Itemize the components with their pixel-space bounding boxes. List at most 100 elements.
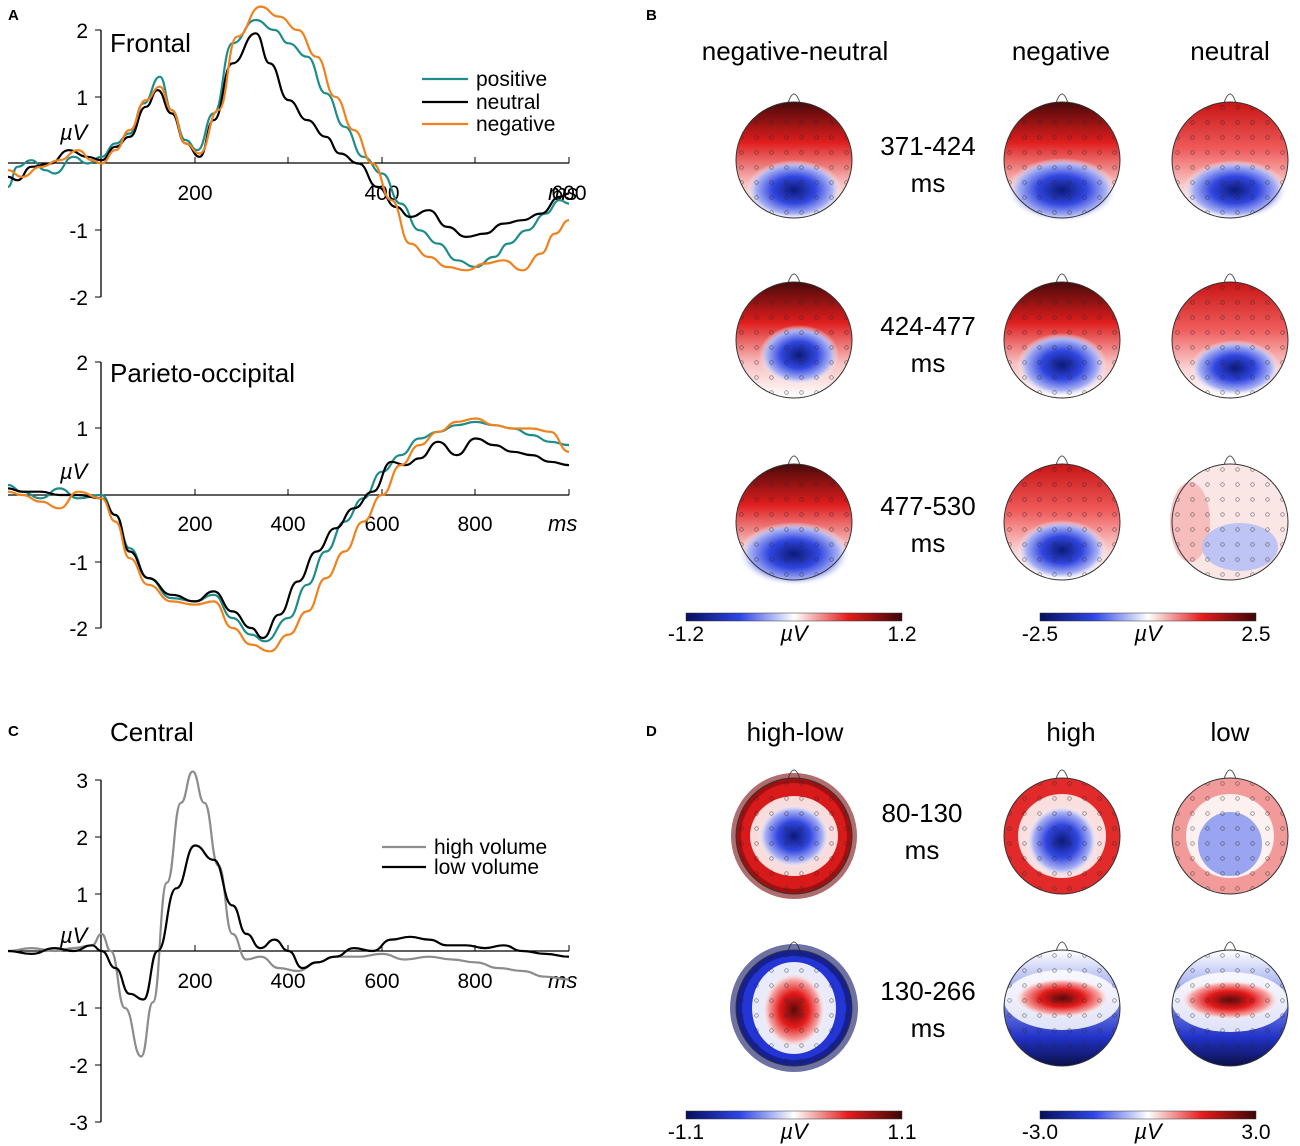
- parieto-x-tick-label: 600: [364, 513, 399, 536]
- parieto-series-neutral: [7, 437, 570, 640]
- parieto-occipital-chart: Parieto-occipital 2 1 -1 -2 200 400 600 …: [7, 352, 577, 653]
- central-x-ticks: 200 400 600 800: [177, 945, 570, 993]
- colorbar-min: -1.2: [668, 623, 704, 646]
- parieto-y-unit: µV: [59, 459, 90, 484]
- head-map: [730, 941, 858, 1072]
- time-window-label: 80-130: [882, 798, 963, 828]
- colorbar-unit: µV: [1133, 1119, 1164, 1144]
- head-map: [1003, 273, 1121, 399]
- parieto-y-tick-label: 2: [76, 352, 88, 375]
- central-series-high-volume: [7, 770, 570, 1058]
- time-window-label: 371-424: [880, 131, 975, 161]
- time-window-label: 477-530: [880, 491, 975, 521]
- frontal-chart-title: Frontal: [110, 28, 191, 58]
- panel-letter-c: C: [8, 723, 19, 740]
- parieto-series-negative: [7, 417, 570, 653]
- colorbar-min: -3.0: [1022, 1121, 1058, 1144]
- colorbar-max: 2.5: [1241, 623, 1270, 646]
- colorbar-unit: µV: [779, 621, 810, 646]
- colorbar: -3.0 µV 3.0: [1022, 1110, 1271, 1144]
- frontal-y-tick-label: -1: [69, 220, 88, 243]
- parieto-x-unit: ms: [548, 511, 577, 536]
- time-window-unit: ms: [911, 348, 946, 378]
- parieto-x-tick-label: 400: [270, 513, 305, 536]
- central-y-tick-label: 1: [76, 884, 88, 907]
- central-x-tick-label: 400: [270, 970, 305, 993]
- central-y-tick-label: -3: [69, 1112, 88, 1135]
- colorbar: -1.2 µV 1.2: [668, 612, 917, 646]
- time-window-unit: ms: [911, 1013, 946, 1043]
- parieto-y-tick-label: -2: [69, 618, 88, 641]
- head-map: [1003, 769, 1121, 895]
- frontal-y-ticks: 2 1 -1 -2: [69, 20, 101, 310]
- parieto-y-tick-label: 1: [76, 418, 88, 441]
- panel-letter-d: D: [646, 723, 657, 740]
- central-legend: high volume low volume: [382, 836, 547, 879]
- column-title-negative-neutral: negative-neutral: [702, 36, 888, 66]
- legend-label-neutral: neutral: [476, 91, 540, 114]
- colorbar-unit: µV: [779, 1119, 810, 1144]
- colorbar: -2.5 µV 2.5: [1022, 612, 1271, 646]
- frontal-series-negative: [7, 5, 570, 272]
- head-map: [1170, 455, 1289, 581]
- head-map: [735, 455, 853, 586]
- time-window-unit: ms: [911, 168, 946, 198]
- colorbar: -1.1 µV 1.1: [668, 1110, 917, 1144]
- central-x-tick-label: 200: [177, 970, 212, 993]
- central-y-unit: µV: [59, 923, 90, 948]
- topomap-panel-b: negative-neutral negative neutral 371-42…: [668, 36, 1289, 646]
- parieto-x-tick-label: 800: [457, 513, 492, 536]
- legend-label-positive: positive: [476, 68, 547, 91]
- frontal-y-tick-label: 1: [76, 87, 88, 110]
- parieto-x-ticks: 200 400 600 800: [177, 489, 570, 536]
- head-map: [735, 273, 853, 399]
- colorbar-max: 3.0: [1241, 1121, 1270, 1144]
- head-map: [1003, 455, 1121, 581]
- colorbar-min: -2.5: [1022, 623, 1058, 646]
- central-x-tick-label: 600: [364, 970, 399, 993]
- head-map: [735, 93, 853, 220]
- central-chart-title: Central: [110, 717, 194, 747]
- head-map: [1003, 941, 1121, 1067]
- central-y-ticks: 3 2 1 -1 -2 -3: [69, 770, 101, 1135]
- parieto-chart-title: Parieto-occipital: [110, 358, 295, 388]
- frontal-chart: Frontal 2 1 -1 -2 200 400 600 800 ms µV: [7, 5, 587, 310]
- column-title-high: high: [1046, 717, 1095, 747]
- central-y-tick-label: -1: [69, 998, 88, 1021]
- head-map: [1171, 273, 1289, 399]
- time-window-unit: ms: [911, 528, 946, 558]
- central-chart: Central 3 2 1 -1 -2 -3 200 400 600 800: [7, 717, 577, 1135]
- central-y-tick-label: -2: [69, 1055, 88, 1078]
- panel-letter-b: B: [646, 7, 657, 24]
- colorbar-max: 1.2: [887, 623, 916, 646]
- central-series-low-volume: [7, 844, 570, 1001]
- parieto-series-positive: [7, 420, 570, 643]
- frontal-x-tick-label: 200: [177, 182, 212, 205]
- central-y-tick-label: 3: [76, 770, 88, 793]
- column-title-neutral: neutral: [1190, 36, 1270, 66]
- time-window-label: 424-477: [880, 311, 975, 341]
- frontal-series-neutral: [7, 32, 570, 239]
- column-title-negative: negative: [1012, 36, 1110, 66]
- time-window-unit: ms: [905, 835, 940, 865]
- colorbar-min: -1.1: [668, 1121, 704, 1144]
- head-map: [1171, 941, 1289, 1067]
- frontal-legend: positive neutral negative: [422, 68, 555, 136]
- panel-letter-a: A: [8, 7, 19, 24]
- column-title-low: low: [1210, 717, 1249, 747]
- colorbar-max: 1.1: [887, 1121, 916, 1144]
- topomap-panel-d: high-low high low 80-130 ms 130-266 ms: [668, 717, 1289, 1144]
- central-x-unit: ms: [548, 968, 577, 993]
- legend-label-low-volume: low volume: [434, 856, 539, 879]
- head-map: [1003, 93, 1121, 222]
- central-x-tick-label: 800: [457, 970, 492, 993]
- frontal-y-tick-label: 2: [76, 20, 88, 43]
- head-map: [1171, 769, 1289, 895]
- frontal-y-tick-label: -2: [69, 287, 88, 310]
- parieto-x-tick-label: 200: [177, 513, 212, 536]
- legend-label-negative: negative: [476, 113, 555, 136]
- parieto-y-tick-label: -1: [69, 552, 88, 575]
- frontal-x-ticks: 200 400 600 800: [177, 157, 587, 205]
- column-title-high-low: high-low: [747, 717, 844, 747]
